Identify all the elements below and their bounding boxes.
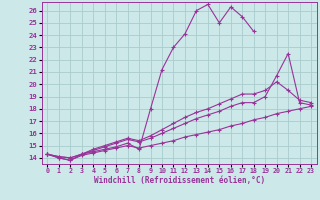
X-axis label: Windchill (Refroidissement éolien,°C): Windchill (Refroidissement éolien,°C) xyxy=(94,176,265,185)
